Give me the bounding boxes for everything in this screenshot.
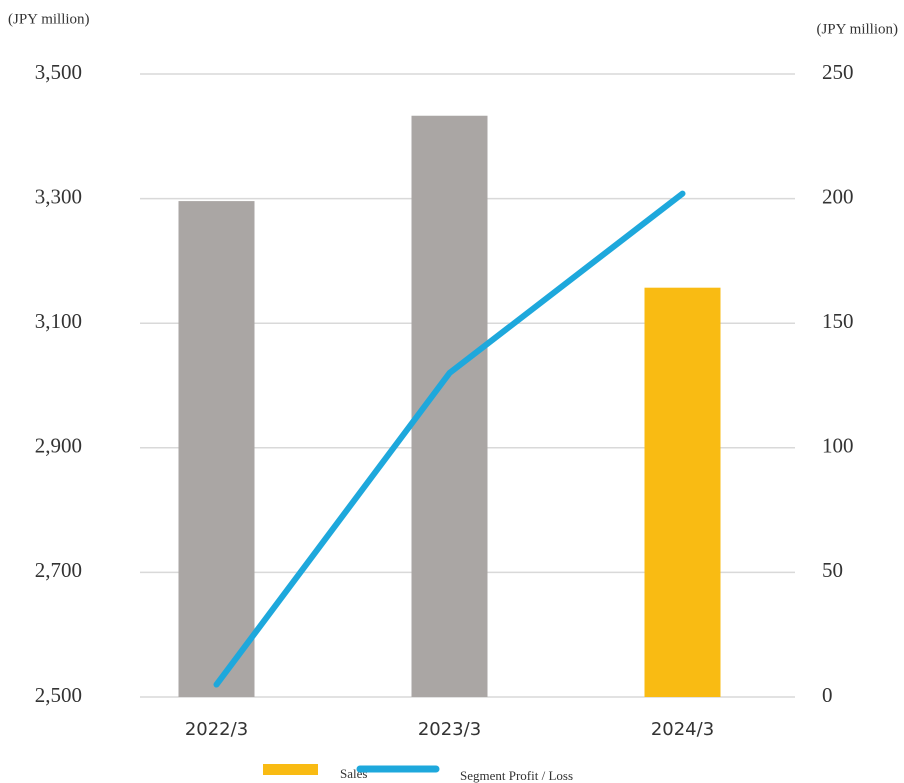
- y2-tick-label: 200: [822, 184, 854, 208]
- y-tick-label: 2,900: [35, 434, 82, 458]
- legend-swatch: [263, 764, 318, 775]
- y2-tick-label: 150: [822, 309, 854, 333]
- bar: [644, 287, 721, 697]
- y2-tick-label: 100: [822, 434, 854, 458]
- y-tick-label: 3,100: [35, 309, 82, 333]
- line: [213, 190, 686, 688]
- y2-tick-label: 50: [822, 558, 843, 582]
- y-axis-label: (JPY million): [8, 11, 90, 27]
- y2-axis-label: (JPY million): [816, 21, 898, 37]
- bar: [178, 201, 255, 698]
- y-tick-label: 3,300: [35, 184, 82, 208]
- y-tick-label: 2,700: [35, 558, 82, 582]
- y2-tick-label: 0: [822, 683, 833, 707]
- x-tick-label: 2022/3: [185, 719, 248, 740]
- x-tick-label: 2023/3: [418, 719, 481, 740]
- x-tick-label: 2024/3: [651, 719, 714, 740]
- legend-label: Segment Profit / Loss: [460, 768, 573, 783]
- y-tick-label: 2,500: [35, 683, 82, 707]
- y2-tick-label: 250: [822, 60, 854, 84]
- y-tick-label: 3,500: [35, 60, 82, 84]
